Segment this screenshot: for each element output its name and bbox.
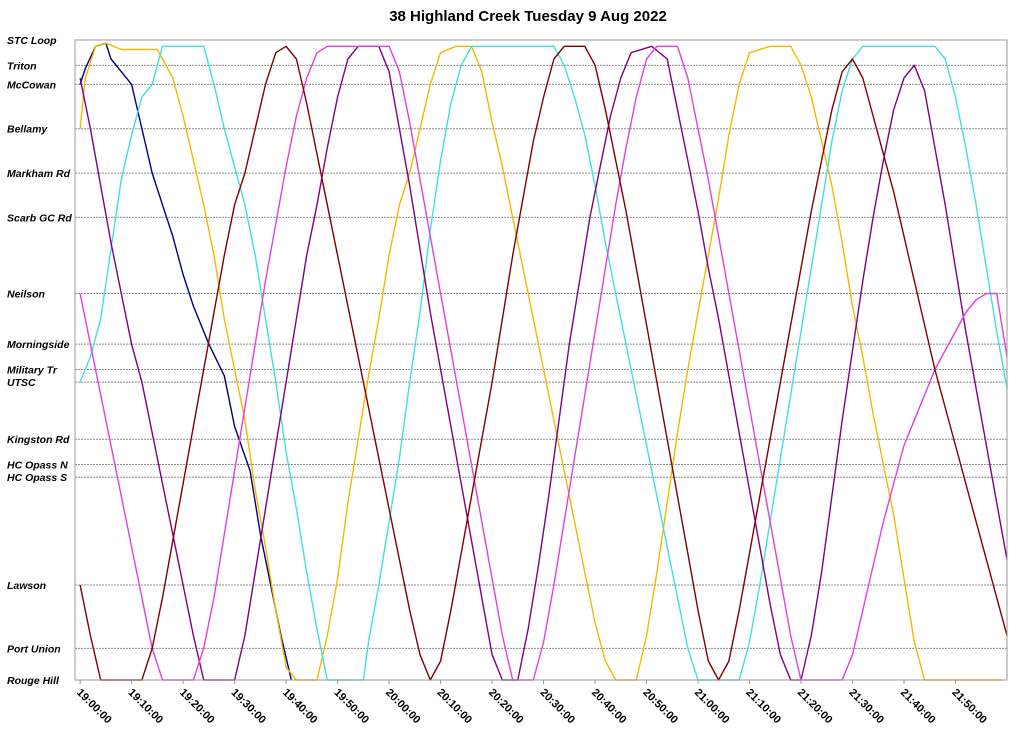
chart-title: 38 Highland Creek Tuesday 9 Aug 2022	[389, 8, 667, 25]
time-label: 20:30:00	[537, 687, 577, 727]
time-label: 19:30:00	[229, 687, 269, 727]
series-layer	[79, 42, 1008, 681]
time-label: 21:30:00	[846, 687, 886, 727]
time-label: 19:10:00	[126, 687, 166, 727]
stop-label-morningside: Morningside	[7, 339, 70, 351]
stop-label-utsc: UTSC	[7, 377, 36, 389]
vehicle-trace-3	[79, 45, 1008, 681]
vehicle-trace-5	[79, 45, 1008, 681]
stop-label-stc-loop: STC Loop	[7, 35, 57, 47]
time-label: 20:50:00	[640, 687, 680, 727]
time-labels: 19:00:00 19:10:00 19:20:00 19:30:00 19:40:00…	[74, 680, 989, 726]
stop-label-scarb-gc-rd: Scarb GC Rd	[7, 212, 72, 224]
vehicle-trace-1	[79, 42, 292, 681]
stop-label-rouge-hill: Rouge Hill	[7, 675, 60, 687]
time-label: 21:00:00	[692, 687, 732, 727]
time-label: 19:40:00	[280, 687, 320, 727]
stop-label-port-union: Port Union	[7, 643, 61, 655]
time-label: 19:00:00	[74, 687, 114, 727]
time-label: 20:40:00	[589, 687, 629, 727]
stop-label-bellamy: Bellamy	[7, 124, 48, 136]
stop-label-triton: Triton	[7, 60, 37, 72]
stop-label-kingston-rd: Kingston Rd	[7, 434, 70, 446]
time-label: 20:20:00	[486, 687, 526, 727]
stop-label-markham-rd: Markham Rd	[7, 168, 71, 180]
vehicle-trace-6	[79, 45, 1008, 681]
time-label: 21:40:00	[898, 687, 938, 727]
plot-area-frame	[74, 39, 1008, 681]
stop-label-hc-opass-n: HC Opass N	[7, 460, 68, 472]
stop-label-hc-opass-s: HC Opass S	[7, 472, 67, 484]
time-label: 21:20:00	[795, 687, 835, 727]
time-label: 20:00:00	[383, 687, 423, 727]
vehicle-trace-2	[79, 42, 1002, 681]
time-label: 19:20:00	[177, 687, 217, 727]
stop-label-military-tr: Military Tr	[7, 365, 58, 377]
time-label: 21:10:00	[743, 687, 783, 727]
time-label: 19:50:00	[331, 687, 371, 727]
stop-labels: STC Loop Triton McCowan Bellamy Markham Rd Sc…	[7, 35, 72, 687]
time-label: 21:50:00	[949, 687, 989, 727]
stop-label-neilson: Neilson	[7, 288, 45, 300]
vehicle-trace-4	[79, 45, 1008, 681]
stop-label-mccowan: McCowan	[7, 79, 56, 91]
time-label: 20:10:00	[434, 687, 474, 727]
stop-label-lawson: Lawson	[7, 580, 46, 592]
